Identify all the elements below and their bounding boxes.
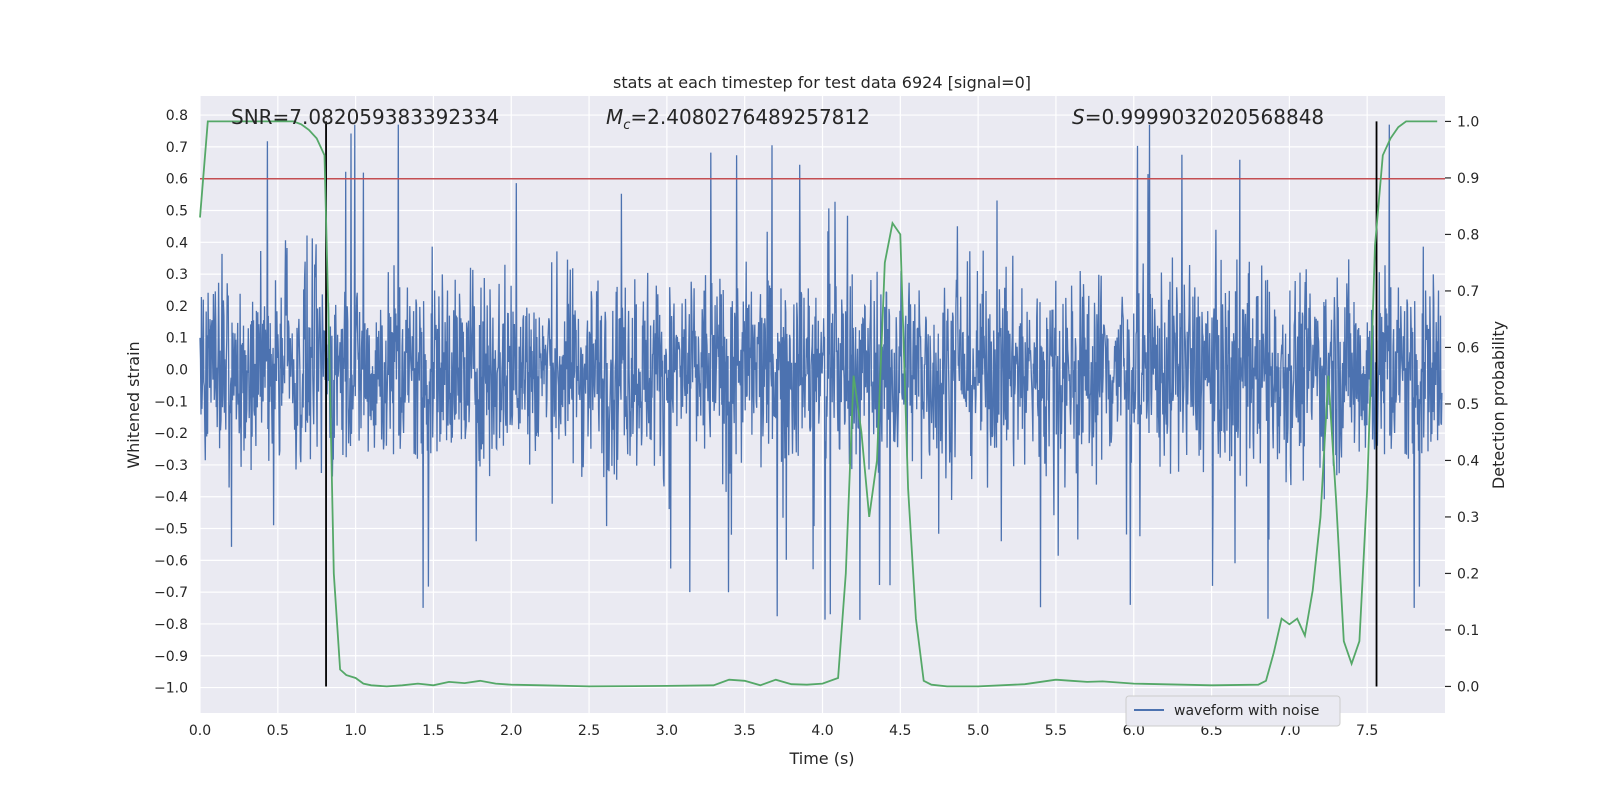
y-tick-label: −0.5: [154, 522, 188, 538]
x-tick-label: 7.0: [1278, 723, 1300, 739]
y-right-tick-label: 0.5: [1457, 397, 1479, 413]
chirp-mass-annotation: Mc=2.4080276489257812: [606, 105, 870, 133]
mc-value: =2.4080276489257812: [630, 105, 869, 129]
y-tick-label: −0.3: [154, 458, 188, 474]
x-tick-label: 1.0: [344, 723, 366, 739]
y-tick-label: −0.1: [154, 394, 188, 410]
y-right-tick-label: 0.1: [1457, 623, 1479, 639]
y-tick-label: 0.3: [166, 267, 188, 283]
x-tick-label: 7.5: [1356, 723, 1378, 739]
legend-label: waveform with noise: [1174, 703, 1319, 719]
mc-subscript: c: [623, 118, 630, 133]
x-tick-label: 4.0: [811, 723, 833, 739]
y-tick-label: 0.2: [166, 299, 188, 315]
legend: waveform with noise: [1125, 695, 1341, 727]
y-tick-label: 0.0: [166, 363, 188, 379]
s-symbol: S: [1072, 105, 1085, 129]
x-tick-label: 6.5: [1200, 723, 1222, 739]
waveform-line: [199, 124, 1443, 620]
y-right-tick-label: 0.7: [1457, 284, 1479, 300]
snr-annotation: SNR=7.082059383392334: [231, 105, 499, 129]
y-right-tick-label: 1.0: [1457, 114, 1479, 130]
chart-title: stats at each timestep for test data 692…: [613, 73, 1031, 92]
y-tick-label: 0.4: [166, 235, 188, 251]
detection-probability-line: [199, 120, 1438, 688]
y-tick-label: 0.7: [166, 140, 188, 156]
x-axis-label: Time (s): [788, 749, 854, 768]
y-axis-right-label: Detection probability: [1489, 321, 1508, 489]
s-value: =0.9999032020568848: [1085, 105, 1324, 129]
x-tick-label: 2.0: [500, 723, 522, 739]
x-tick-label: 1.5: [422, 723, 444, 739]
y-tick-label: −0.2: [154, 426, 188, 442]
y-right-tick-label: 0.0: [1457, 679, 1479, 695]
y-right-tick-label: 0.9: [1457, 171, 1479, 187]
y-tick-label: 0.1: [166, 331, 188, 347]
x-tick-label: 2.5: [578, 723, 600, 739]
y-right-tick-label: 0.3: [1457, 510, 1479, 526]
legend-box: [1125, 695, 1341, 727]
y-right-tick-label: 0.8: [1457, 227, 1479, 243]
y-tick-label: −0.4: [154, 490, 188, 506]
y-right-tick-label: 0.2: [1457, 566, 1479, 582]
x-tick-label: 6.0: [1123, 723, 1145, 739]
x-tick-label: 5.5: [1045, 723, 1067, 739]
y-tick-label: −1.0: [154, 681, 188, 697]
s-annotation: S=0.9999032020568848: [1072, 105, 1324, 129]
y-tick-label: 0.5: [166, 203, 188, 219]
y-tick-label: 0.6: [166, 172, 188, 188]
x-tick-label: 0.5: [267, 723, 289, 739]
y-tick-label: −0.9: [154, 649, 188, 665]
y-right-tick-label: 0.6: [1457, 340, 1479, 356]
x-tick-label: 3.5: [734, 723, 756, 739]
y-tick-label: −0.6: [154, 553, 188, 569]
mc-symbol: M: [606, 105, 623, 129]
x-tick-label: 0.0: [189, 723, 211, 739]
waveform-series: [199, 124, 1443, 620]
y-tick-label: −0.7: [154, 585, 188, 601]
x-tick-label: 5.0: [967, 723, 989, 739]
y-axis-label: Whitened strain: [124, 341, 143, 468]
y-tick-label: 0.8: [166, 108, 188, 124]
x-tick-label: 3.0: [656, 723, 678, 739]
y-tick-label: −0.8: [154, 617, 188, 633]
probability-series: [199, 120, 1438, 688]
y-right-tick-label: 0.4: [1457, 453, 1479, 469]
x-tick-label: 4.5: [889, 723, 911, 739]
ticks: 0.0 0.5 1.0 1.5 2.0 2.5 3.0 3.5 4.0 4.5 5.0 5.5 6.0 6…: [154, 108, 1479, 739]
